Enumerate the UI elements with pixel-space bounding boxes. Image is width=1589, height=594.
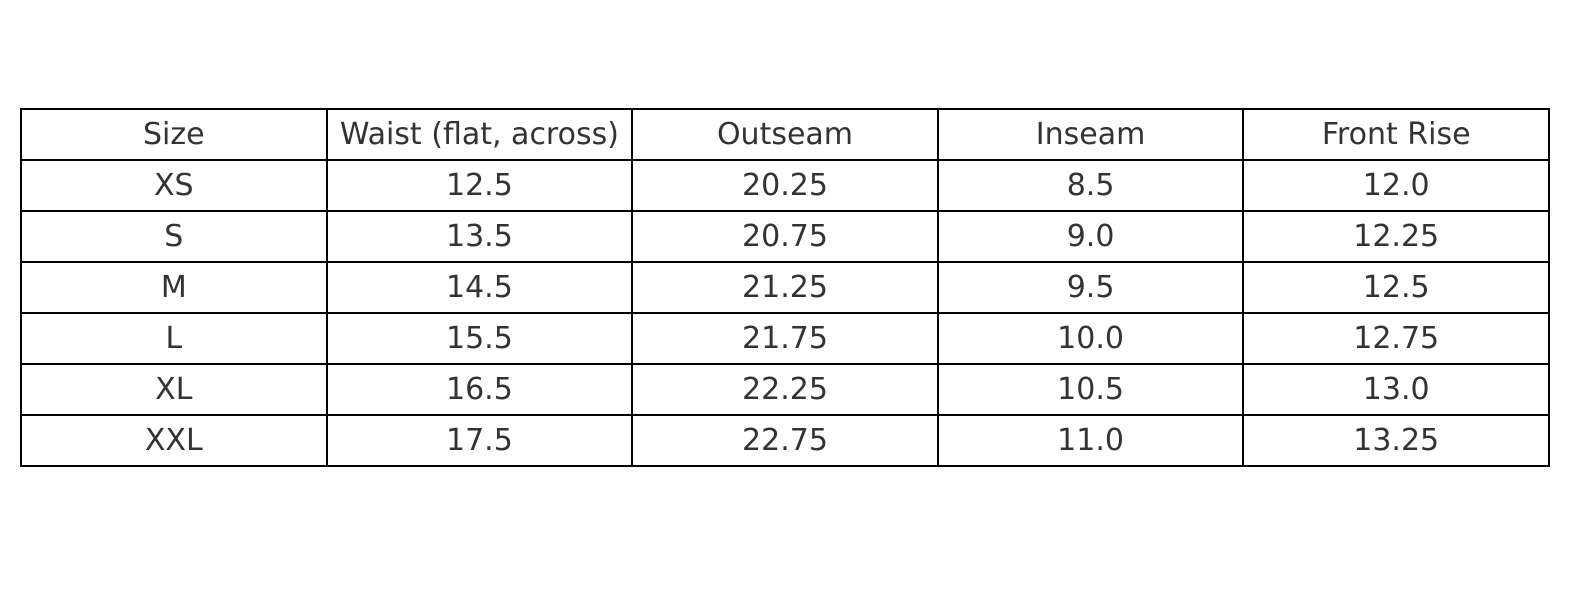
table-cell: 12.5 [325,159,634,212]
table-cell: 13.5 [325,210,634,263]
table-cell: XS [20,159,328,212]
table-cell: 12.25 [1242,210,1550,263]
table-cell: 21.25 [631,261,939,314]
header-cell: Waist (flat, across) [325,108,634,161]
table-cell: XXL [20,414,328,467]
table-cell: 22.25 [631,363,939,416]
table-cell: 9.0 [936,210,1245,263]
table-cell: 13.25 [1242,414,1550,467]
table-row: XXL 17.5 22.75 11.0 13.25 [20,414,1550,467]
table-row: XS 12.5 20.25 8.5 12.0 [20,159,1550,212]
table-cell: 13.0 [1242,363,1550,416]
table-cell: 12.5 [1242,261,1550,314]
table-cell: S [20,210,328,263]
table-cell: 9.5 [936,261,1245,314]
table-cell: 12.0 [1242,159,1550,212]
table-cell: 20.75 [631,210,939,263]
table-cell: 11.0 [936,414,1245,467]
header-cell: Front Rise [1242,108,1550,161]
table-cell: 16.5 [325,363,634,416]
header-cell: Size [20,108,328,161]
table-cell: L [20,312,328,365]
table-cell: 10.0 [936,312,1245,365]
table-cell: 22.75 [631,414,939,467]
table-cell: 17.5 [325,414,634,467]
header-row: Size Waist (flat, across) Outseam Inseam Fro… [20,108,1550,161]
table-cell: 15.5 [325,312,634,365]
table-cell: 21.75 [631,312,939,365]
table-row: M 14.5 21.25 9.5 12.5 [20,261,1550,314]
table-cell: 12.75 [1242,312,1550,365]
table-row: XL 16.5 22.25 10.5 13.0 [20,363,1550,416]
table-row: S 13.5 20.75 9.0 12.25 [20,210,1550,263]
table-row: L 15.5 21.75 10.0 12.75 [20,312,1550,365]
table-cell: 20.25 [631,159,939,212]
header-cell: Outseam [631,108,939,161]
table-cell: XL [20,363,328,416]
table-cell: 10.5 [936,363,1245,416]
table-cell: M [20,261,328,314]
table-cell: 14.5 [325,261,634,314]
size-chart-table: Size Waist (flat, across) Outseam Inseam Fro… [20,108,1550,467]
table-cell: 8.5 [936,159,1245,212]
header-cell: Inseam [936,108,1245,161]
